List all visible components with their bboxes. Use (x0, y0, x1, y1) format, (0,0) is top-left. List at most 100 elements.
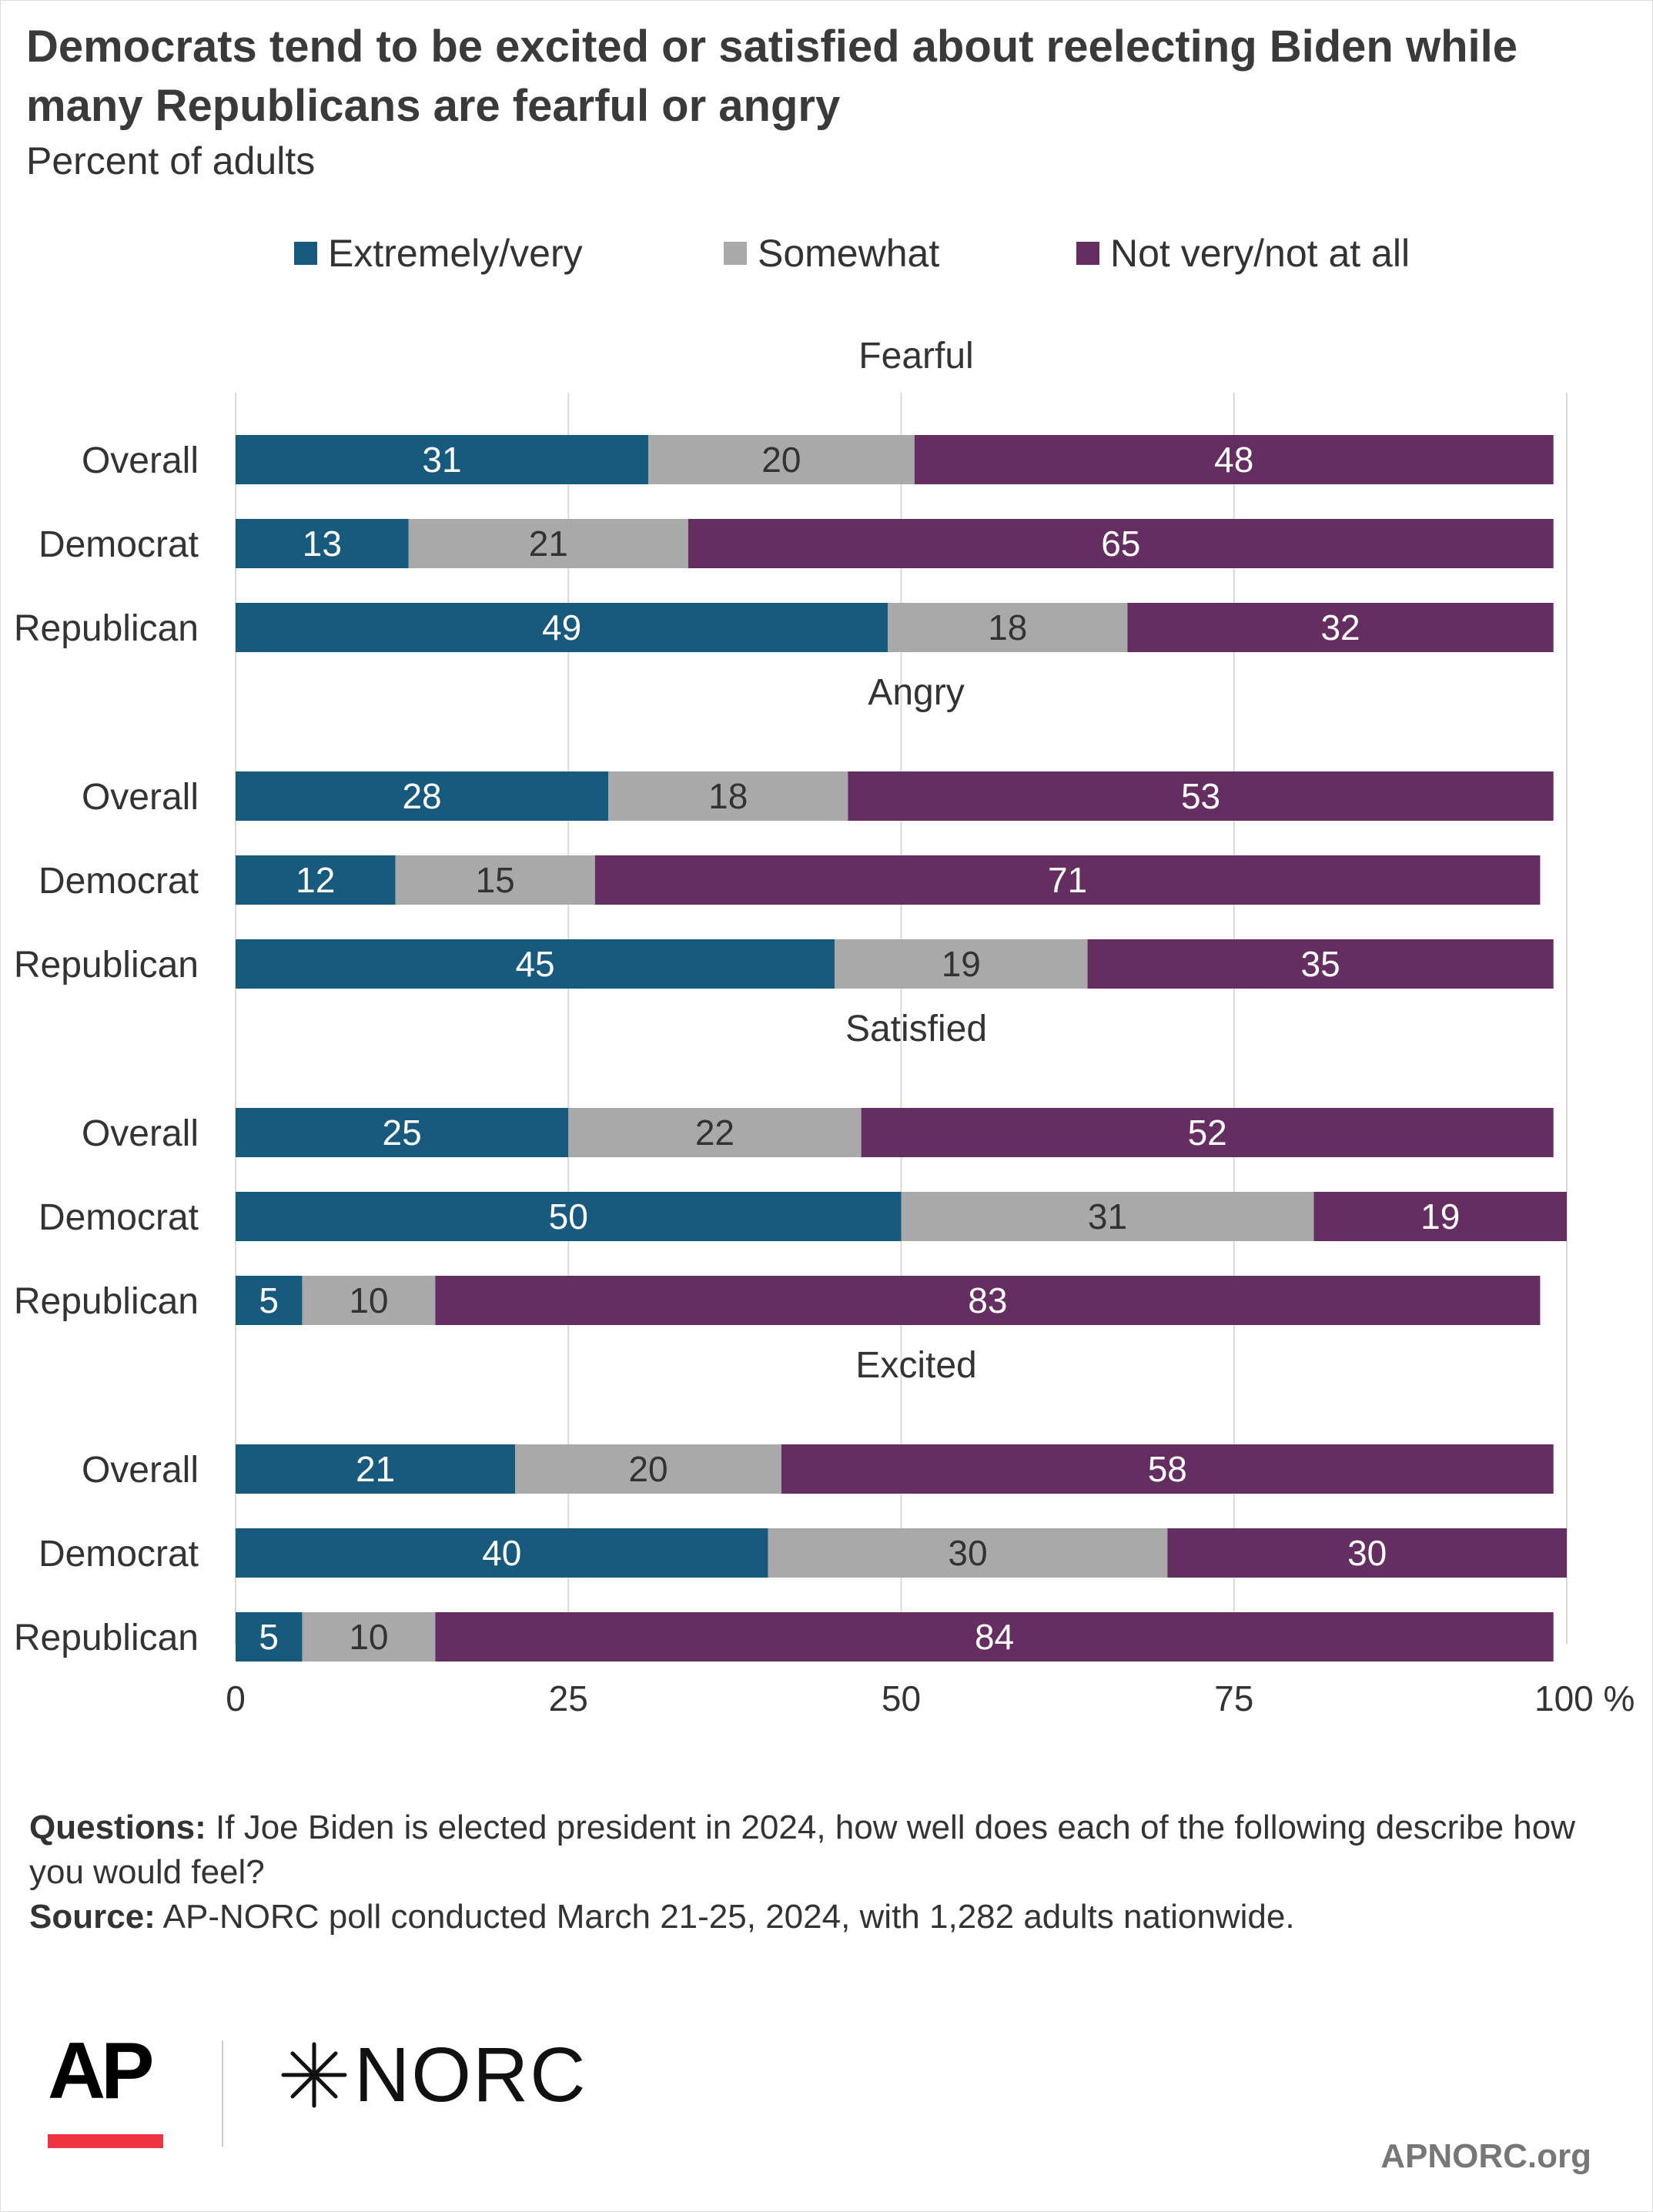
row-label: Republican (14, 608, 199, 649)
data-label: 45 (515, 944, 554, 984)
stacked-bar-chart: Fearful Overall 31 20 48 Democrat 13 21 65 Republ… (0, 308, 1653, 1725)
bar-segment (568, 1108, 862, 1157)
data-label: 21 (356, 1449, 395, 1489)
data-label: 5 (259, 1617, 279, 1657)
data-label: 28 (402, 776, 441, 816)
x-tick-label: 25 (549, 1678, 588, 1718)
norc-star-icon (281, 2042, 347, 2108)
bar-segment (848, 771, 1554, 821)
norc-logo: NORC (277, 2033, 587, 2117)
bar-segment (236, 435, 648, 484)
bar-segment (236, 603, 888, 652)
data-label: 12 (296, 860, 335, 900)
row-label: Republican (14, 1618, 199, 1658)
bar-segment (302, 1276, 436, 1325)
data-label: 20 (628, 1449, 668, 1489)
questions-label: Questions: (29, 1809, 206, 1846)
questions-note: Questions: If Joe Biden is elected presi… (29, 1805, 1615, 1895)
data-label: 49 (542, 607, 581, 648)
bar-segment (768, 1528, 1168, 1578)
data-label: 30 (1347, 1533, 1387, 1573)
x-tick-label: 75 (1214, 1678, 1253, 1718)
legend-item: Somewhat (724, 231, 939, 276)
bar-segment (236, 519, 409, 568)
data-label: 21 (529, 524, 568, 564)
bar-segment (781, 1444, 1554, 1494)
bar-segment (236, 855, 396, 905)
legend-item: Extremely/very (294, 231, 583, 276)
ap-logo-bar (48, 2134, 163, 2148)
legend-item: Not very/not at all (1076, 231, 1410, 276)
data-label: 10 (349, 1280, 388, 1320)
row-label: Overall (82, 1113, 199, 1154)
bar-segment (1313, 1192, 1567, 1241)
data-label: 13 (303, 524, 342, 564)
data-label: 32 (1320, 607, 1360, 648)
group-title: Fearful (858, 336, 973, 376)
chart-notes: Questions: If Joe Biden is elected presi… (29, 1805, 1615, 1939)
row-label: Democrat (38, 1534, 199, 1575)
chart-svg: Fearful Overall 31 20 48 Democrat 13 21 65 Republ… (14, 336, 1635, 1718)
data-label: 35 (1301, 944, 1340, 984)
legend-label: Somewhat (758, 232, 940, 275)
group-title: Angry (868, 672, 964, 713)
bar-segment (901, 1192, 1314, 1241)
bar-segment (594, 855, 1541, 905)
row-label: Republican (14, 945, 199, 986)
legend-label: Not very/not at all (1110, 232, 1410, 275)
bar-segment (236, 1192, 902, 1241)
bar-segment (888, 603, 1128, 652)
bar-segment (236, 939, 835, 989)
ap-logo-text: AP (48, 2026, 154, 2116)
data-label: 19 (942, 944, 981, 984)
bar-segment (302, 1612, 436, 1662)
x-tick-label: 100 % (1534, 1678, 1635, 1718)
source-text: AP-NORC poll conducted March 21-25, 2024… (155, 1898, 1295, 1936)
data-label: 25 (383, 1113, 422, 1153)
data-label: 20 (761, 440, 801, 480)
data-label: 18 (708, 776, 748, 816)
ap-logo: AP (48, 2026, 171, 2148)
data-label: 40 (482, 1533, 521, 1573)
norc-logo-text: NORC (354, 2032, 587, 2118)
data-label: 52 (1188, 1113, 1227, 1153)
legend-label: Extremely/very (328, 232, 583, 275)
bar-segment (914, 435, 1554, 484)
site-url: APNORC.org (1380, 2137, 1591, 2175)
bar-segment (515, 1444, 781, 1494)
row-label: Overall (82, 1450, 199, 1491)
bar-segment (435, 1612, 1554, 1662)
data-label: 15 (476, 860, 515, 900)
legend-swatch (294, 242, 317, 265)
questions-text: If Joe Biden is elected president in 202… (29, 1809, 1575, 1891)
data-label: 83 (968, 1280, 1007, 1320)
data-label: 18 (988, 607, 1027, 648)
bar-segment (861, 1108, 1554, 1157)
data-label: 71 (1048, 860, 1087, 900)
row-label: Democrat (38, 861, 199, 902)
bar-segment (395, 855, 595, 905)
data-label: 22 (695, 1113, 734, 1153)
row-label: Democrat (38, 524, 199, 565)
legend-swatch (724, 242, 747, 265)
data-label: 48 (1214, 440, 1253, 480)
bar-segment (688, 519, 1554, 568)
data-label: 5 (259, 1280, 279, 1320)
group-title: Excited (855, 1345, 976, 1386)
data-label: 30 (948, 1533, 987, 1573)
legend-swatch (1076, 242, 1099, 265)
bar-segment (608, 771, 848, 821)
row-label: Overall (82, 777, 199, 818)
legend: Extremely/very Somewhat Not very/not at al… (0, 231, 1653, 285)
data-label: 84 (975, 1617, 1014, 1657)
bar-segment (236, 1108, 569, 1157)
bar-segment (408, 519, 688, 568)
data-label: 53 (1181, 776, 1220, 816)
row-label: Overall (82, 440, 199, 481)
x-tick-label: 0 (226, 1678, 246, 1718)
chart-title: Democrats tend to be excited or satisfie… (26, 22, 1517, 131)
data-label: 58 (1148, 1449, 1187, 1489)
bar-segment (835, 939, 1088, 989)
bar-segment (1167, 1528, 1567, 1578)
bar-segment (1127, 603, 1554, 652)
